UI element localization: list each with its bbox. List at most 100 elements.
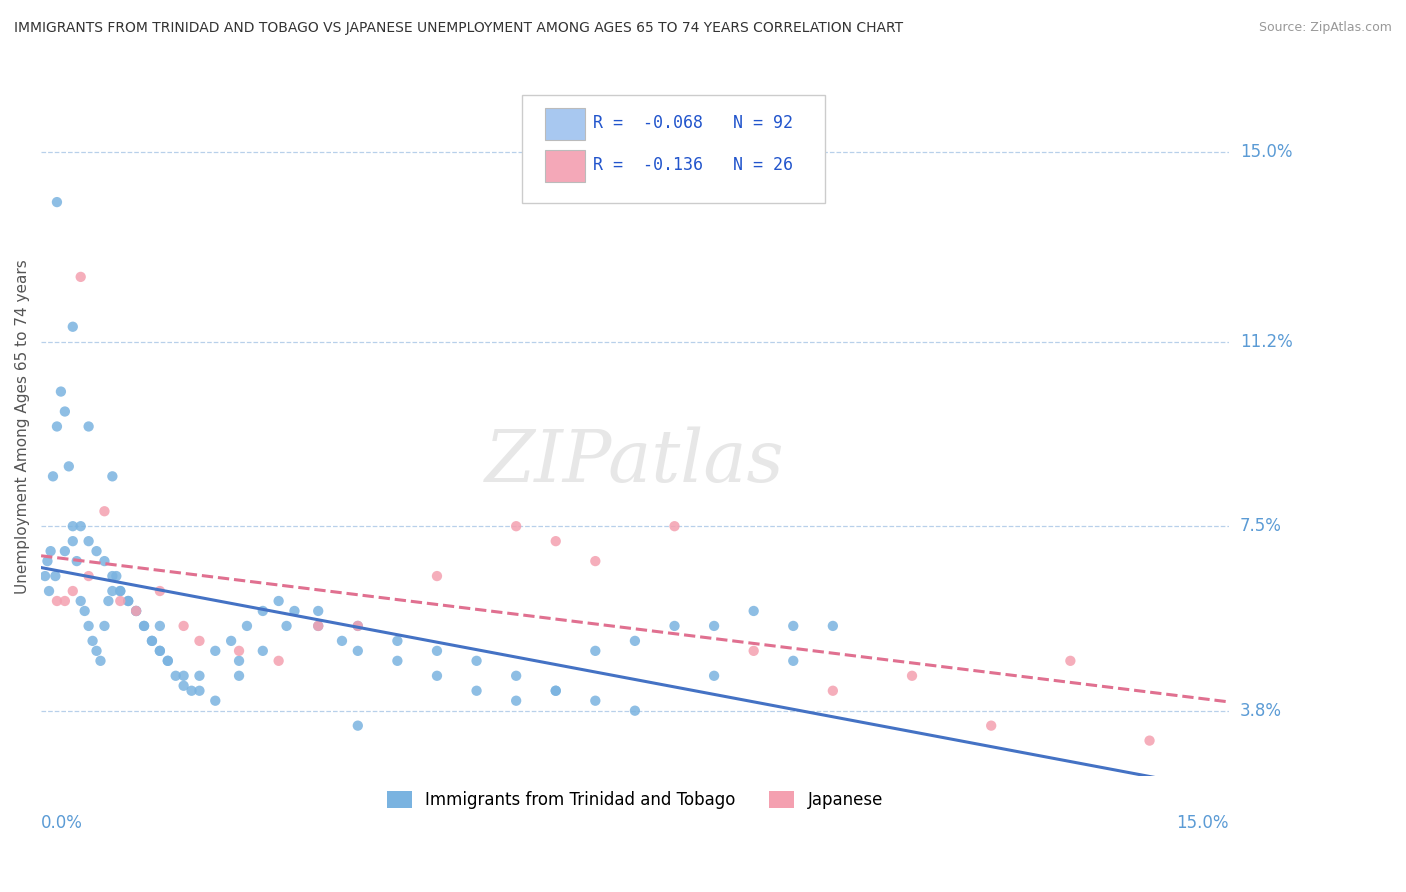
Point — [426, 644, 449, 658]
Point — [97, 594, 120, 608]
Point — [77, 619, 100, 633]
Point — [38, 584, 60, 599]
Text: 0.0%: 0.0% — [41, 814, 83, 832]
Text: ZIPatlas: ZIPatlas — [485, 426, 785, 497]
Point — [664, 519, 686, 533]
Point — [77, 419, 100, 434]
Point — [901, 669, 924, 683]
Point — [346, 619, 368, 633]
Point — [307, 619, 329, 633]
Point — [219, 633, 242, 648]
Point — [426, 669, 449, 683]
Text: 15.0%: 15.0% — [1240, 144, 1292, 161]
Point — [39, 544, 62, 558]
Point — [53, 594, 76, 608]
Point — [346, 644, 368, 658]
FancyBboxPatch shape — [522, 95, 825, 203]
Point — [117, 594, 139, 608]
Point — [624, 633, 647, 648]
Point — [62, 534, 84, 549]
Text: IMMIGRANTS FROM TRINIDAD AND TOBAGO VS JAPANESE UNEMPLOYMENT AMONG AGES 65 TO 74: IMMIGRANTS FROM TRINIDAD AND TOBAGO VS J… — [14, 21, 903, 35]
Point — [110, 584, 132, 599]
Point — [62, 584, 84, 599]
Text: R =  -0.136   N = 26: R = -0.136 N = 26 — [593, 156, 793, 174]
Point — [624, 704, 647, 718]
Point — [89, 654, 111, 668]
Point — [330, 633, 353, 648]
Point — [149, 644, 172, 658]
Point — [252, 644, 274, 658]
FancyBboxPatch shape — [544, 108, 585, 140]
Y-axis label: Unemployment Among Ages 65 to 74 years: Unemployment Among Ages 65 to 74 years — [15, 259, 30, 594]
Point — [46, 594, 69, 608]
Point — [37, 554, 59, 568]
Point — [156, 654, 179, 668]
Text: 15.0%: 15.0% — [1177, 814, 1229, 832]
Point — [110, 594, 132, 608]
Point — [53, 544, 76, 558]
Point — [583, 554, 606, 568]
Point — [86, 544, 108, 558]
Point — [82, 633, 104, 648]
Point — [252, 604, 274, 618]
Point — [117, 594, 139, 608]
Point — [426, 569, 449, 583]
Point — [62, 319, 84, 334]
Point — [125, 604, 148, 618]
Point — [583, 694, 606, 708]
Point — [505, 519, 527, 533]
Point — [42, 469, 65, 483]
Point — [283, 604, 305, 618]
Point — [276, 619, 298, 633]
Point — [204, 644, 226, 658]
Legend: Immigrants from Trinidad and Tobago, Japanese: Immigrants from Trinidad and Tobago, Jap… — [381, 785, 890, 816]
Point — [544, 683, 567, 698]
Point — [228, 669, 250, 683]
Point — [821, 683, 844, 698]
Point — [77, 569, 100, 583]
Point — [53, 404, 76, 418]
Point — [204, 694, 226, 708]
Point — [105, 569, 128, 583]
Text: Source: ZipAtlas.com: Source: ZipAtlas.com — [1258, 21, 1392, 34]
Point — [149, 619, 172, 633]
Point — [93, 619, 115, 633]
Point — [77, 534, 100, 549]
Point — [69, 594, 91, 608]
Point — [782, 619, 804, 633]
Point — [742, 604, 765, 618]
Point — [465, 683, 488, 698]
Point — [180, 683, 202, 698]
Point — [69, 269, 91, 284]
Point — [1139, 733, 1161, 747]
Point — [505, 694, 527, 708]
Point — [1059, 654, 1081, 668]
Point — [188, 669, 211, 683]
Point — [346, 619, 368, 633]
Point — [125, 604, 148, 618]
Point — [267, 594, 290, 608]
Point — [173, 619, 195, 633]
Point — [703, 619, 725, 633]
Point — [46, 419, 69, 434]
Point — [664, 619, 686, 633]
Point — [141, 633, 163, 648]
Point — [110, 584, 132, 599]
Point — [132, 619, 155, 633]
Point — [44, 569, 66, 583]
Point — [821, 619, 844, 633]
Point — [125, 604, 148, 618]
Point — [505, 669, 527, 683]
Point — [156, 654, 179, 668]
Point — [228, 644, 250, 658]
Point — [93, 554, 115, 568]
Point — [93, 504, 115, 518]
Text: 7.5%: 7.5% — [1240, 517, 1282, 535]
Text: 11.2%: 11.2% — [1240, 333, 1292, 351]
Point — [173, 679, 195, 693]
Point — [742, 644, 765, 658]
FancyBboxPatch shape — [544, 150, 585, 182]
Point — [86, 644, 108, 658]
Point — [58, 459, 80, 474]
Point — [544, 534, 567, 549]
